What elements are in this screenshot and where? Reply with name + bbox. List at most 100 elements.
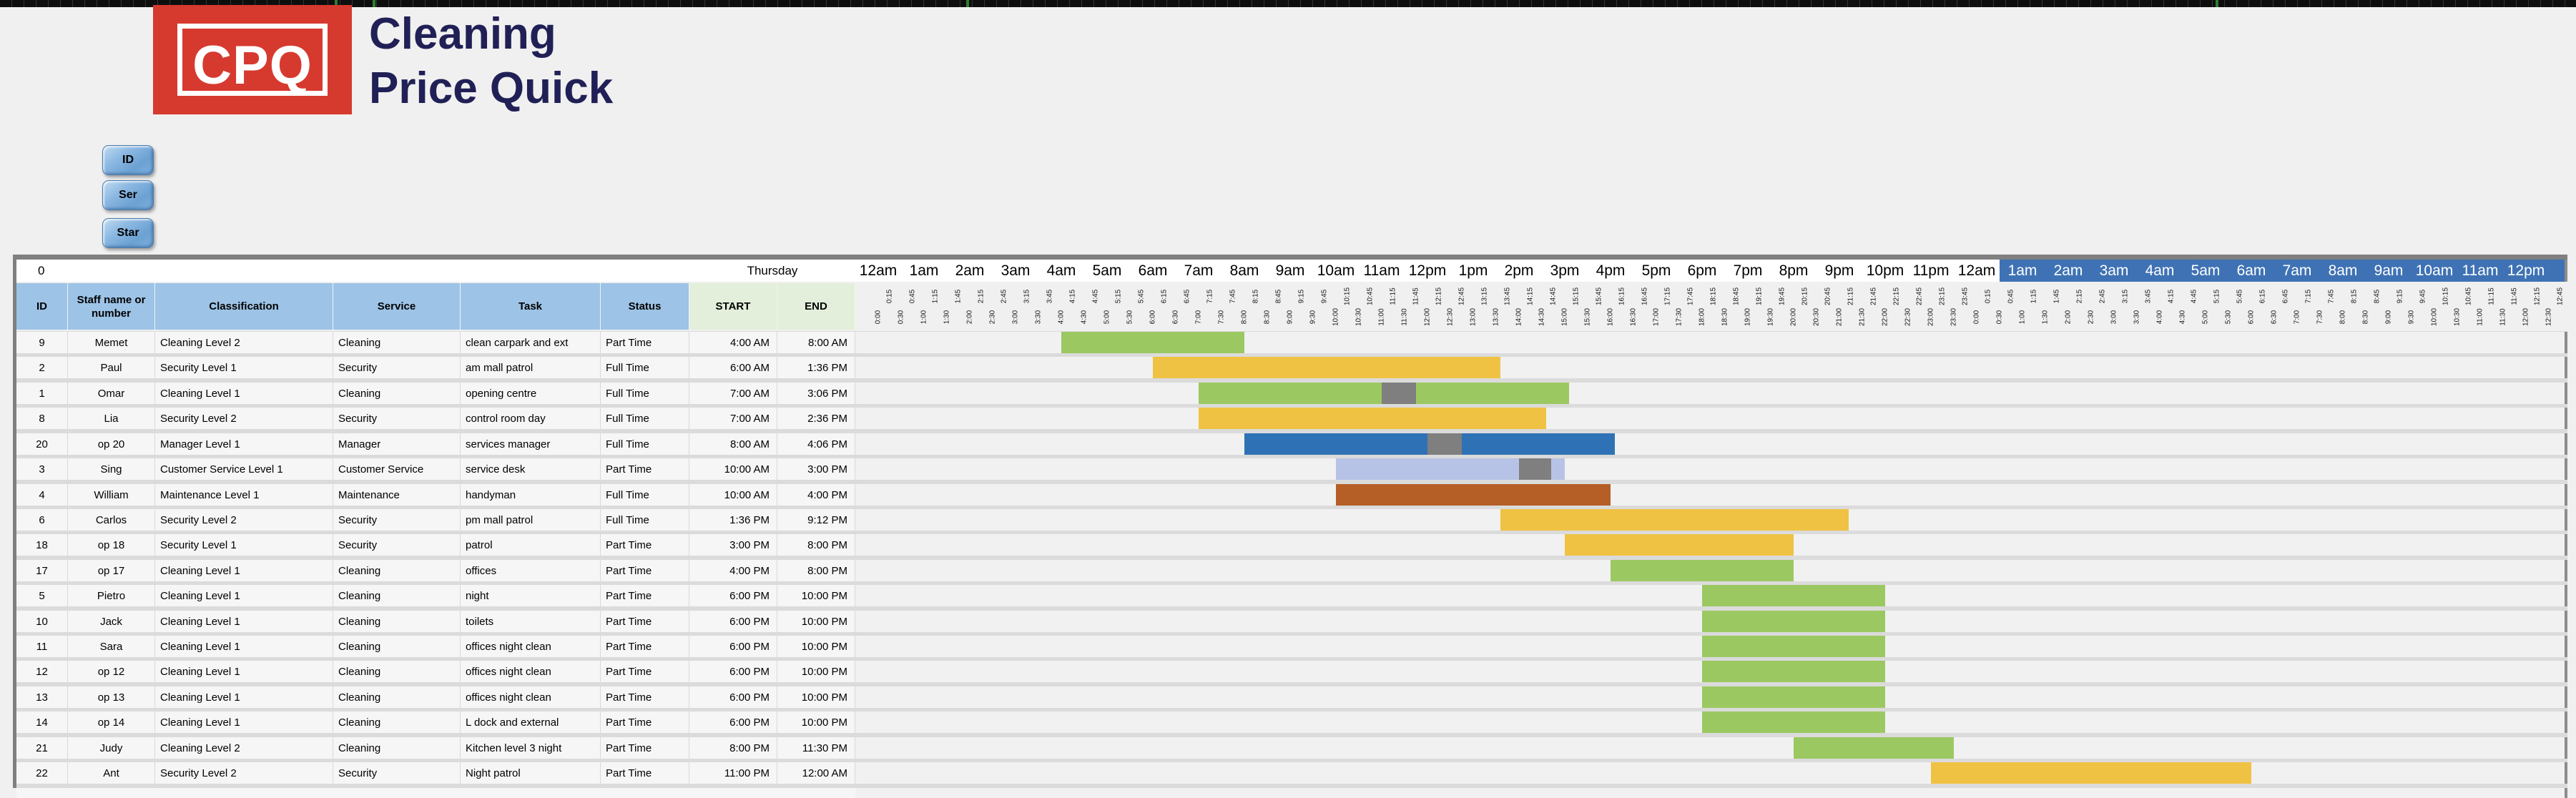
gantt-bar[interactable] — [1061, 332, 1244, 353]
table-cell-task[interactable]: handyman — [461, 484, 601, 506]
table-cell-task[interactable]: opening centre — [461, 383, 601, 404]
table-cell-classification[interactable]: Cleaning Level 1 — [155, 383, 333, 404]
table-cell-start[interactable]: 4:00 PM — [689, 560, 777, 581]
table-cell-status[interactable]: Full Time — [601, 408, 689, 429]
table-cell-staff[interactable]: Paul — [68, 357, 155, 378]
table-cell-end[interactable]: 1:36 PM — [777, 357, 855, 378]
table-cell-start[interactable]: 6:00 PM — [689, 661, 777, 682]
table-cell-classification[interactable]: Security Level 1 — [155, 534, 333, 556]
table-cell-task[interactable]: Night patrol — [461, 762, 601, 784]
table-cell-classification[interactable]: Customer Service Level 1 — [155, 458, 333, 480]
hour-label[interactable]: 10am — [1317, 262, 1355, 279]
table-cell-end[interactable]: 10:00 PM — [777, 636, 855, 657]
table-cell-staff[interactable]: op 14 — [68, 711, 155, 733]
table-cell-classification[interactable]: Cleaning Level 1 — [155, 560, 333, 581]
table-cell-status[interactable]: Full Time — [601, 433, 689, 455]
table-cell-staff[interactable]: op 20 — [68, 433, 155, 455]
table-cell-staff[interactable]: Carlos — [68, 509, 155, 531]
hour-label[interactable]: 12pm — [1408, 262, 1447, 279]
table-cell-task[interactable]: offices night clean — [461, 661, 601, 682]
table-cell-end[interactable]: 10:00 PM — [777, 661, 855, 682]
table-cell-classification[interactable]: Cleaning Level 2 — [155, 737, 333, 759]
table-cell-status[interactable]: Full Time — [601, 383, 689, 404]
table-cell-classification[interactable]: Security Level 2 — [155, 509, 333, 531]
table-cell-status[interactable]: Part Time — [601, 711, 689, 733]
table-cell-classification[interactable]: Cleaning Level 1 — [155, 636, 333, 657]
header-cell-service[interactable]: Service — [333, 283, 461, 330]
table-cell-id[interactable]: 18 — [16, 534, 68, 556]
table-cell-start[interactable]: 8:00 PM — [689, 737, 777, 759]
table-cell-staff[interactable]: Lia — [68, 408, 155, 429]
hour-label[interactable]: 12am — [859, 262, 898, 279]
table-cell-classification[interactable]: Cleaning Level 2 — [155, 332, 333, 353]
table-cell-task[interactable]: services manager — [461, 433, 601, 455]
table-cell-staff[interactable]: op 12 — [68, 661, 155, 682]
gantt-bar[interactable] — [1702, 636, 1885, 657]
hour-label[interactable]: 4pm — [1596, 262, 1626, 279]
table-cell-id[interactable]: 1 — [16, 383, 68, 404]
gantt-bar[interactable] — [1702, 661, 1885, 682]
gantt-bar[interactable] — [1500, 509, 1849, 531]
table-cell-status[interactable]: Part Time — [601, 534, 689, 556]
table-cell-end[interactable]: 4:00 PM — [777, 484, 855, 506]
hour-label[interactable]: 11am — [1363, 262, 1400, 279]
table-cell-task[interactable]: L dock and external — [461, 711, 601, 733]
table-cell-staff[interactable]: op 17 — [68, 560, 155, 581]
table-cell-start[interactable]: 6:00 PM — [689, 636, 777, 657]
table-cell-staff[interactable]: Jack — [68, 611, 155, 632]
hour-label[interactable]: 8pm — [1779, 262, 1809, 279]
table-cell-service[interactable]: Security — [333, 534, 461, 556]
table-cell-id[interactable]: 21 — [16, 737, 68, 759]
table-cell-task[interactable]: clean carpark and ext — [461, 332, 601, 353]
table-cell-id[interactable]: 2 — [16, 357, 68, 378]
table-cell-status[interactable]: Part Time — [601, 636, 689, 657]
table-cell-service[interactable]: Cleaning — [333, 661, 461, 682]
table-cell-status[interactable]: Part Time — [601, 332, 689, 353]
table-cell-id[interactable]: 10 — [16, 611, 68, 632]
table-cell-status[interactable]: Part Time — [601, 762, 689, 784]
table-cell-service[interactable]: Maintenance — [333, 484, 461, 506]
table-cell-task[interactable]: control room day — [461, 408, 601, 429]
table-cell-end[interactable]: 12:00 AM — [777, 762, 855, 784]
table-cell-status[interactable]: Part Time — [601, 661, 689, 682]
table-cell-start[interactable]: 1:36 PM — [689, 509, 777, 531]
star-button[interactable]: Star — [102, 218, 154, 248]
hour-label[interactable]: 7am — [2282, 262, 2312, 279]
table-cell-service[interactable]: Security — [333, 408, 461, 429]
hour-label[interactable]: 8am — [1229, 262, 1259, 279]
table-cell-classification[interactable]: Security Level 2 — [155, 408, 333, 429]
gantt-bar[interactable] — [1336, 484, 1611, 506]
table-cell-end[interactable]: 3:00 PM — [777, 458, 855, 480]
header-cell-start[interactable]: START — [689, 283, 777, 330]
hour-label[interactable]: 3pm — [1550, 262, 1580, 279]
hour-label[interactable]: 1pm — [1458, 262, 1488, 279]
table-cell-end[interactable]: 2:36 PM — [777, 408, 855, 429]
hour-label[interactable]: 7pm — [1733, 262, 1763, 279]
table-cell-service[interactable]: Manager — [333, 433, 461, 455]
table-cell-status[interactable]: Part Time — [601, 585, 689, 606]
hour-label[interactable]: 11am — [2462, 262, 2499, 279]
table-cell-service[interactable]: Cleaning — [333, 560, 461, 581]
gantt-bar[interactable] — [1199, 383, 1570, 404]
table-cell-service[interactable]: Cleaning — [333, 611, 461, 632]
table-cell-id[interactable]: 11 — [16, 636, 68, 657]
hour-label[interactable]: 4am — [2145, 262, 2175, 279]
table-cell-classification[interactable]: Cleaning Level 1 — [155, 611, 333, 632]
hour-label[interactable]: 8am — [2328, 262, 2358, 279]
hour-label[interactable]: 9am — [1275, 262, 1305, 279]
hour-label[interactable]: 4am — [1046, 262, 1076, 279]
table-cell-classification[interactable]: Maintenance Level 1 — [155, 484, 333, 506]
ser-button[interactable]: Ser — [102, 180, 154, 210]
table-cell-task[interactable]: pm mall patrol — [461, 509, 601, 531]
table-cell-end[interactable]: 9:12 PM — [777, 509, 855, 531]
table-cell-start[interactable]: 6:00 PM — [689, 585, 777, 606]
hour-label[interactable]: 10pm — [1866, 262, 1904, 279]
table-cell-classification[interactable]: Cleaning Level 1 — [155, 686, 333, 708]
table-cell-service[interactable]: Cleaning — [333, 711, 461, 733]
table-cell-task[interactable]: night — [461, 585, 601, 606]
table-cell-status[interactable]: Full Time — [601, 509, 689, 531]
table-cell-staff[interactable]: Memet — [68, 332, 155, 353]
table-cell-service[interactable]: Security — [333, 509, 461, 531]
table-cell-end[interactable]: 4:06 PM — [777, 433, 855, 455]
table-cell-id[interactable]: 6 — [16, 509, 68, 531]
